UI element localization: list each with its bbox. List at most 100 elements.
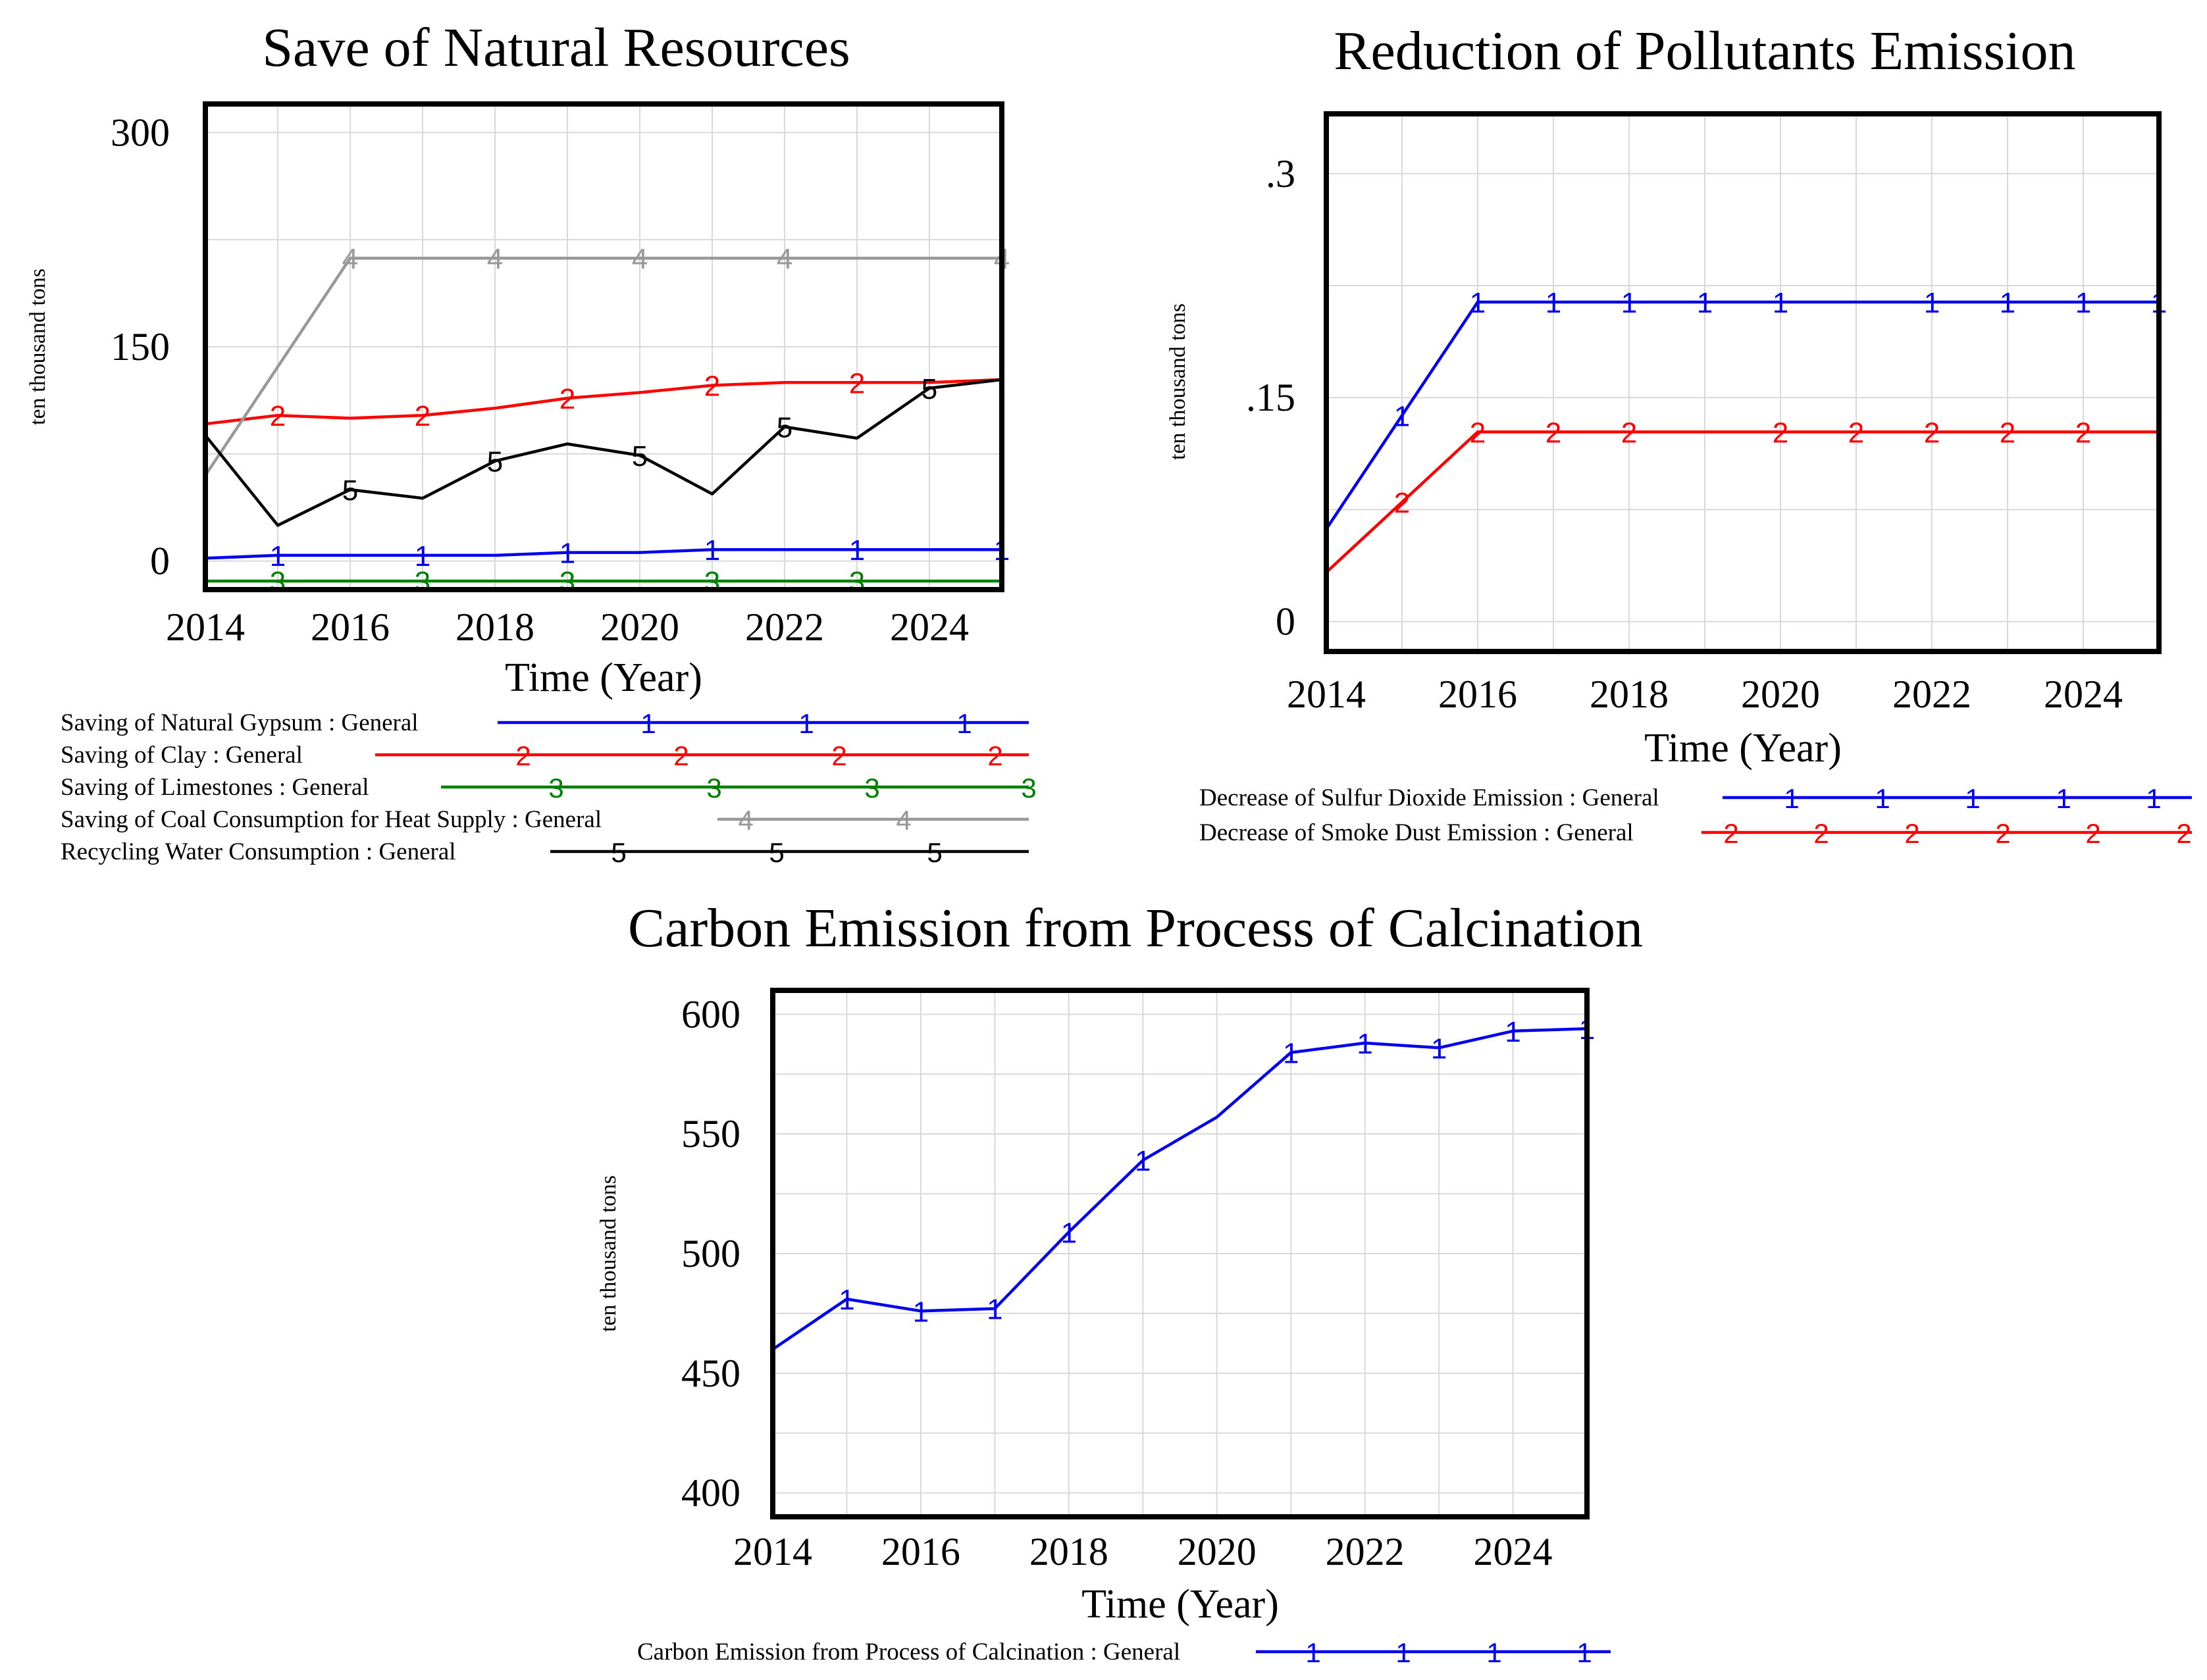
legend-marker: 1 [1576, 1637, 1592, 1668]
series-marker: 4 [487, 243, 503, 275]
series-marker: 1 [1431, 1032, 1447, 1065]
series-marker: 2 [1545, 417, 1561, 449]
series-5: 5 5 5 5 5 [204, 373, 1002, 527]
plot-frame [203, 101, 1004, 592]
series-2: 2 2 2 2 2 [205, 367, 1002, 432]
series-marker: 3 [415, 566, 430, 598]
series-line [205, 378, 1002, 426]
x-axis-label: Time (Year) [505, 655, 702, 700]
legend-entry-label: Carbon Emission from Process of Calcinat… [637, 1639, 1180, 1666]
y-tick-label: 550 [681, 1112, 740, 1156]
series-marker: 4 [342, 243, 358, 275]
legend: Decrease of Sulfur Dioxide Emission : Ge… [1199, 783, 2192, 849]
legend-marker: 3 [706, 773, 721, 803]
legend-marker: 4 [738, 805, 753, 836]
legend-marker: 1 [640, 708, 656, 739]
legend-marker: 1 [2056, 783, 2071, 814]
series-marker: 1 [839, 1284, 854, 1316]
series-marker: 2 [415, 400, 430, 432]
series-marker: 1 [2000, 287, 2015, 319]
series-line [1325, 430, 2159, 574]
legend-marker: 3 [864, 773, 879, 803]
legend: Saving of Natural Gypsum : General 1 1 1 Sav… [61, 708, 1037, 868]
legend-entry-label: Recycling Water Consumption : General [61, 838, 456, 865]
x-tick-label: 2024 [1474, 1530, 1553, 1573]
legend: Carbon Emission from Process of Calcinat… [637, 1637, 1611, 1668]
x-axis-label: Time (Year) [1644, 726, 1842, 771]
series-marker: 2 [270, 400, 286, 432]
chart-3: Carbon Emission from Process of Calcinat… [596, 898, 1643, 1668]
series-marker: 5 [632, 440, 648, 472]
legend-marker: 2 [1995, 818, 2010, 849]
series-marker: 1 [849, 534, 865, 567]
legend-marker: 2 [1904, 818, 1919, 849]
legend-marker: 1 [1875, 783, 1890, 814]
series-marker: 1 [415, 540, 430, 573]
x-tick-label: 2016 [311, 605, 390, 649]
series-marker: 1 [987, 1294, 1002, 1326]
plot-frame [770, 988, 1590, 1519]
legend-marker: 2 [1723, 818, 1738, 849]
y-tick-label: .3 [1266, 152, 1295, 195]
series-marker: 1 [1505, 1016, 1520, 1048]
series-marker: 5 [487, 446, 503, 478]
legend-marker: 2 [673, 740, 688, 771]
x-tick-label: 2018 [455, 605, 534, 649]
series-marker: 3 [270, 566, 286, 598]
series-marker: 1 [1061, 1217, 1077, 1249]
x-tick-label: 2024 [890, 605, 969, 649]
legend-entry-label: Saving of Clay : General [61, 742, 303, 769]
series-3: 3 3 3 3 3 [205, 566, 1002, 598]
series-marker: 2 [559, 383, 575, 415]
x-tick-label: 2022 [745, 605, 824, 649]
series-marker: 3 [849, 566, 865, 598]
legend-marker: 1 [1965, 783, 1980, 814]
series-marker: 1 [1470, 287, 1486, 319]
x-tick-label: 2016 [881, 1530, 960, 1573]
x-tick-label: 2014 [166, 605, 245, 649]
legend-marker: 1 [1486, 1637, 1501, 1668]
legend-marker: 5 [927, 837, 942, 868]
y-tick-label: 0 [150, 540, 170, 583]
x-tick-label: 2018 [1590, 673, 1669, 716]
y-tick-label: 600 [681, 992, 740, 1036]
legend-marker: 1 [1395, 1637, 1411, 1668]
series-marker: 5 [777, 412, 792, 444]
legend-marker: 1 [1305, 1637, 1320, 1668]
series-marker: 1 [559, 538, 575, 570]
series-marker: 5 [342, 474, 358, 507]
series-marker: 2 [704, 370, 720, 403]
series-marker: 2 [1394, 487, 1410, 519]
series-line [204, 257, 1002, 476]
chart-title: Save of Natural Resources [262, 17, 850, 78]
series-line [205, 547, 1002, 560]
series-marker: 1 [1621, 287, 1637, 319]
series-marker: 1 [1357, 1028, 1372, 1060]
series-marker: 1 [270, 540, 286, 573]
series-marker: 1 [913, 1296, 929, 1328]
x-axis-label: Time (Year) [1081, 1582, 1279, 1627]
chart-title: Carbon Emission from Process of Calcinat… [628, 898, 1643, 959]
series-marker: 1 [1924, 287, 1940, 319]
y-tick-label: .15 [1246, 376, 1295, 419]
gridlines [205, 104, 1002, 590]
legend-marker: 1 [956, 708, 972, 739]
legend-marker: 2 [2176, 818, 2191, 849]
series-marker: 2 [849, 367, 865, 399]
y-axis-label: ten thousand tons [596, 1175, 621, 1332]
x-tick-label: 2018 [1029, 1530, 1108, 1573]
chart-title: Reduction of Pollutants Emission [1334, 20, 2076, 82]
series-marker: 1 [1394, 400, 1410, 432]
legend-entry-label: Decrease of Sulfur Dioxide Emission : Ge… [1199, 784, 1659, 811]
legend-marker: 1 [798, 708, 814, 739]
series-2: 2 2 2 2 2 2 2 2 2 [1325, 417, 2159, 574]
series-marker: 1 [1283, 1038, 1299, 1070]
legend-marker: 2 [1813, 818, 1829, 849]
series-marker: 2 [1848, 417, 1864, 449]
y-tick-label: 450 [681, 1352, 740, 1395]
legend-entry-label: Saving of Coal Consumption for Heat Supp… [61, 806, 602, 833]
series-marker: 4 [777, 243, 792, 275]
y-tick-label: 0 [1276, 600, 1295, 644]
